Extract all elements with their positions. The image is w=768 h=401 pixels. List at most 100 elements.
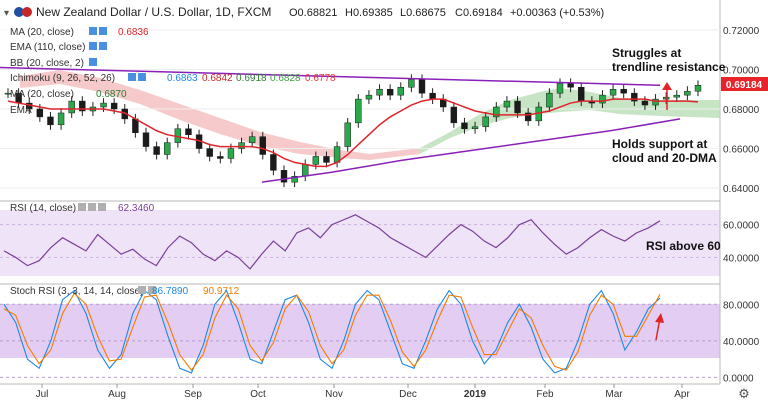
- x-tick-label: Aug: [108, 389, 126, 400]
- stoch-eye-icon[interactable]: [138, 286, 146, 294]
- legend-value-ma20-green: 0.6870: [96, 89, 127, 100]
- price-lines: [0, 66, 699, 183]
- stoch-band: [0, 304, 720, 358]
- rsi-close-icon[interactable]: [98, 203, 106, 211]
- rsi-band: [0, 210, 720, 276]
- candle-body: [662, 96, 670, 100]
- candle-body: [376, 88, 383, 96]
- x-tick-label: Oct: [250, 389, 266, 400]
- candle-body: [546, 92, 553, 108]
- x-tick-label: Mar: [605, 389, 623, 400]
- candle-body: [217, 156, 224, 159]
- candle-body: [524, 112, 532, 122]
- candle-body: [386, 88, 394, 96]
- candle-body: [4, 92, 12, 95]
- candle-body: [323, 156, 330, 163]
- candle-body: [47, 116, 54, 126]
- rsi-settings-icon[interactable]: [88, 203, 96, 211]
- candle-body: [302, 164, 309, 177]
- legend-item-bb[interactable]: BB (20, close, 2): [10, 58, 84, 69]
- candle-body: [291, 175, 298, 183]
- candle-body: [110, 102, 118, 110]
- price-tick-label: 0.64000: [723, 184, 760, 195]
- annotation-resistance-line1: Struggles at: [612, 46, 681, 60]
- legend-ichimoku-value-1: 0.6863: [167, 73, 198, 84]
- candle-body: [365, 94, 373, 100]
- rsi-legend-label[interactable]: RSI (14, close): [10, 203, 76, 214]
- annotation-resistance-line2: trendline resistance: [612, 60, 726, 74]
- candle-body: [599, 94, 606, 104]
- candle-body: [259, 136, 266, 155]
- stoch-line-k: [3, 289, 661, 374]
- legend-eye-icon-ichimoku[interactable]: [128, 73, 136, 81]
- legend-item-ema[interactable]: EMA: [10, 105, 32, 116]
- ohlc-open: O0.68821: [289, 7, 337, 19]
- trendline-support: [261, 118, 681, 183]
- symbol-title[interactable]: New Zealand Dollar / U.S. Dollar, 1D, FX…: [36, 5, 271, 19]
- candle-body: [132, 118, 139, 133]
- stoch-tick-label: 0.0000: [723, 373, 754, 384]
- stoch-line-d: [3, 292, 661, 372]
- legend-item-ma20[interactable]: MA (20, close): [10, 27, 74, 38]
- legend-settings-icon[interactable]: [99, 27, 107, 35]
- candle-body: [344, 122, 351, 147]
- candle-body: [482, 116, 489, 128]
- candle-body: [280, 170, 288, 183]
- candle-body: [429, 92, 436, 100]
- legend-item-ma20-green[interactable]: MA (20, close): [10, 89, 74, 100]
- rsi-lines: [3, 214, 661, 270]
- indicator-legend: MA (20, close) 0.6836 EMA (110, close) B…: [0, 24, 336, 116]
- ohlc-close: C0.69184: [455, 7, 503, 19]
- candle-body: [567, 83, 574, 88]
- candle-body: [652, 98, 659, 106]
- candle-body: [578, 86, 585, 102]
- candle-body: [238, 142, 245, 149]
- symbol-flag-icon-2: [22, 7, 32, 17]
- ohlc-change: +0.00363 (+0.53%): [510, 7, 604, 19]
- legend-item-ichimoku[interactable]: Ichimoku (9, 26, 52, 26): [10, 73, 115, 84]
- candle-body: [164, 142, 171, 155]
- x-tick-label: Sep: [184, 389, 202, 400]
- settings-gear-icon[interactable]: ⚙: [738, 386, 750, 401]
- candle-body: [514, 100, 521, 114]
- annotation-rsi: RSI above 60: [646, 239, 721, 253]
- rsi-grid: 40.0000 60.0000: [0, 221, 760, 264]
- rsi-tick-label: 40.0000: [723, 253, 760, 264]
- stoch-legend-label[interactable]: Stoch RSI (3, 3, 14, 14, close): [10, 286, 143, 297]
- legend-eye-icon[interactable]: [89, 27, 97, 35]
- rsi-line: [3, 214, 661, 270]
- legend-eye-icon-bb[interactable]: [89, 58, 97, 66]
- legend-ichimoku-value-5: 0.6778: [305, 73, 336, 84]
- stoch-legend-value-d: 90.9712: [203, 286, 240, 297]
- last-price-tag: [721, 77, 768, 91]
- cloud-bearish-2: [370, 148, 420, 160]
- stoch-settings-icon[interactable]: [148, 286, 156, 294]
- x-tick-label: Nov: [325, 389, 343, 400]
- price-tick-label: 0.66000: [723, 145, 760, 156]
- candle-body: [461, 122, 468, 130]
- stoch-tick-label: 40.0000: [723, 337, 760, 348]
- legend-settings-icon-ichimoku[interactable]: [138, 73, 146, 81]
- candle-body: [227, 148, 235, 159]
- candle-body: [206, 148, 213, 157]
- candle-body: [270, 154, 277, 171]
- price-candles: [4, 74, 702, 188]
- candle-body: [418, 79, 426, 94]
- cloud-bearish: [20, 70, 370, 160]
- last-price-tag-text: 0.69184: [726, 80, 763, 91]
- candle-body: [100, 102, 107, 108]
- legend-eye-icon-ema[interactable]: [89, 42, 97, 50]
- x-tick-label: Feb: [536, 389, 554, 400]
- legend-settings-icon-ema[interactable]: [99, 42, 107, 50]
- collapse-icon[interactable]: ▾: [4, 8, 9, 19]
- candle-body: [503, 100, 511, 108]
- legend-item-ema110[interactable]: EMA (110, close): [10, 42, 85, 53]
- symbol-flag-icon: [14, 7, 24, 17]
- candle-body: [450, 106, 458, 124]
- rsi-eye-icon[interactable]: [78, 203, 86, 211]
- annotation-support-line1: Holds support at: [612, 137, 707, 151]
- candle-body: [609, 88, 617, 96]
- stoch-tick-label: 80.0000: [723, 300, 760, 311]
- x-tick-label: Apr: [674, 389, 690, 400]
